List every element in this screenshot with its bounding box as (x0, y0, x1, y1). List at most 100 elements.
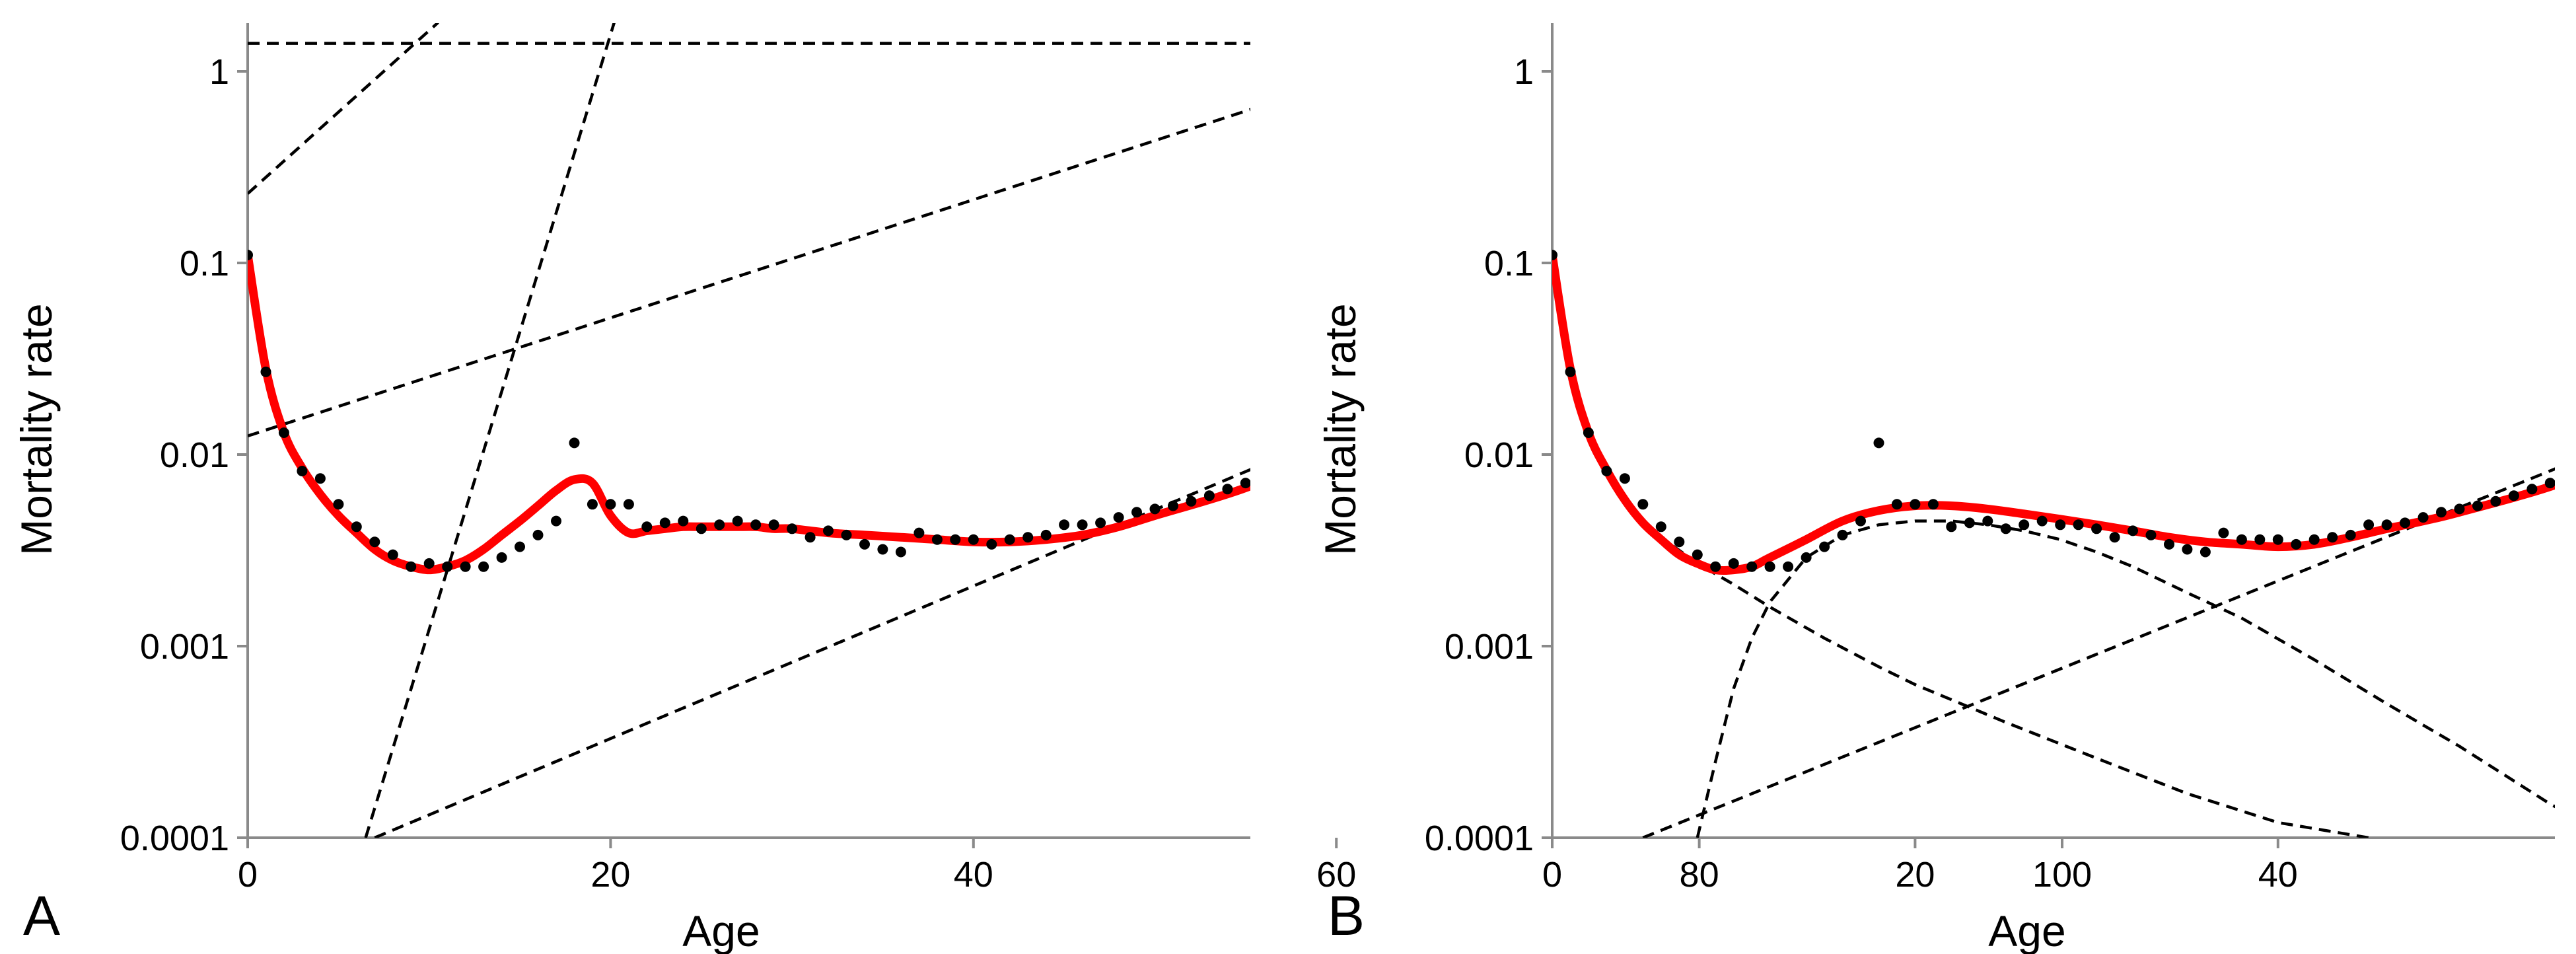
panel-a-y-axis-title: Mortality rate (12, 303, 61, 555)
panel-a-data-point (1839, 232, 1849, 242)
panel-a-x-tick-label: 80 (1680, 855, 1719, 895)
panel-a-y-tick-label: 0.1 (180, 244, 229, 283)
panel-a-data-point (2057, 142, 2067, 153)
panel-a-data-point (1240, 478, 1250, 489)
panel-a-data-point (1386, 423, 1396, 433)
panel-b-data-point (1674, 536, 1685, 548)
panel-a-x-tick-label: 60 (1316, 855, 1356, 895)
panel-a-data-point (460, 561, 471, 572)
panel-b-y-tick-label: 0.0001 (1425, 819, 1534, 858)
panel-a-data-point (387, 549, 398, 560)
panel-a-letter: A (23, 885, 60, 947)
panel-b-data-point (2128, 525, 2138, 536)
panel-a-data-point (406, 561, 417, 572)
panel-a-data-point (1857, 225, 1868, 235)
panel-a-data-point (2003, 164, 2013, 174)
panel-b-y-axis-title: Mortality rate (1316, 303, 1365, 555)
panel-a-component-curve (1790, 98, 2207, 838)
panel-a-data-point (1948, 186, 1958, 197)
panel-a-data-point (841, 529, 852, 540)
panel-a-data-point (351, 521, 362, 532)
panel-b-data-point (2472, 500, 2483, 511)
panel-b-data-point (1728, 558, 1739, 569)
panel-a-x-axis-title: Age (682, 906, 760, 954)
panel-a-data-point (768, 519, 779, 531)
panel-a-data-point (2129, 116, 2140, 126)
panel-a-fit-curve (248, 250, 1250, 575)
panel-a-data-point (1004, 534, 1015, 545)
panel-a-x-tick-label: 40 (954, 855, 993, 895)
panel-b-x-tick-label: 20 (1895, 855, 1935, 895)
panel-a-data-point (696, 523, 707, 534)
panel-a-data-point (2075, 134, 2086, 145)
panel-b-data-point (1619, 473, 1630, 484)
panel-a-data-point (532, 529, 544, 540)
panel-b-data-point (2055, 519, 2066, 531)
panel-a-data-point (732, 515, 743, 527)
panel-b-data-point (1837, 529, 1848, 540)
panel-a-data-point (1984, 171, 1995, 182)
panel-b-data-point (2218, 527, 2229, 538)
panel-a-data-point (877, 544, 888, 555)
panel-b-data-point (2272, 534, 2283, 545)
panel-b-data-point (1746, 561, 1758, 572)
panel-b-component-curve (1642, 467, 2555, 838)
panel-b-data-point (2526, 484, 2538, 495)
panel-b-data-point (2308, 534, 2320, 545)
panel-b-y-tick-label: 0.001 (1445, 627, 1534, 667)
panel-a-data-point (1168, 500, 1178, 511)
panel-a-data-point (1367, 431, 1378, 441)
panel-b-data-point (2417, 512, 2429, 523)
panel-a-data-point (423, 558, 435, 569)
panel-a-data-point (1404, 416, 1414, 426)
panel-a-data-point (2147, 120, 2158, 131)
panel-b-data-point (2182, 544, 2193, 555)
panel-a-data-point (1077, 519, 1088, 531)
panel-a-y-tick-label: 0.01 (160, 435, 229, 475)
panel-a-data-point (1095, 517, 1106, 529)
panel-b-fit-curve (1552, 250, 2555, 575)
panel-a: Mortality rate Age A (12, 303, 760, 954)
panel-a-x-tick-label: 20 (590, 855, 630, 895)
panel-a-data-point (714, 519, 725, 531)
panel-a-data-point (968, 534, 979, 545)
panel-a-data-point (2184, 127, 2194, 137)
panel-a-data-point (1821, 240, 1832, 250)
panel-b-data-point (2145, 529, 2157, 540)
panel-b-data-point (2363, 519, 2375, 531)
panel-a-plot: 0.0001 0.001 0.01 0.1 1 0 20 40 60 80 100 (120, 23, 2207, 895)
panel-a-data-point (1912, 202, 1922, 212)
panel-b-data-point (2036, 515, 2048, 527)
panel-a-data-point (641, 521, 653, 532)
panel-b-data-point (1764, 561, 1775, 572)
panel-a-data-point (1894, 209, 1904, 220)
panel-a-data-point (2111, 112, 2122, 122)
panel-a-data-point (750, 519, 762, 531)
panel-a-x-tick-label: 0 (238, 855, 258, 895)
panel-b-data-point (1964, 517, 1975, 529)
panel-b-y-tick-label: 0.01 (1464, 435, 1534, 475)
panel-a-data-point (1530, 362, 1541, 373)
panel-b-data-point (1891, 499, 1902, 510)
panel-a-data-point (2166, 124, 2176, 134)
panel-b-data-point (2073, 519, 2084, 531)
panel-b-data-point (1552, 250, 1557, 260)
panel-a-data-point (248, 250, 253, 260)
panel-a-data-point (1966, 179, 1977, 190)
panel-a-data-point (787, 523, 798, 534)
panel-a-data-point (1295, 457, 1305, 467)
panel-b-data-point (1910, 499, 1921, 510)
panel-a-data-point (569, 437, 580, 449)
panel-b-data-point (2291, 538, 2302, 550)
panel-b-data-point (1692, 549, 1703, 560)
panel-a-data-point (314, 473, 326, 484)
panel-b-data-point (2436, 507, 2447, 518)
panel-a-data-point (1639, 317, 1650, 328)
panel-a-data-point (1422, 408, 1433, 418)
panel-b-data-point (1927, 499, 1939, 510)
panel-a-data-point (805, 532, 816, 543)
panel-a-data-point (950, 534, 961, 545)
panel-b-data-point (2109, 532, 2120, 543)
panel-b-data-point (1655, 521, 1666, 532)
